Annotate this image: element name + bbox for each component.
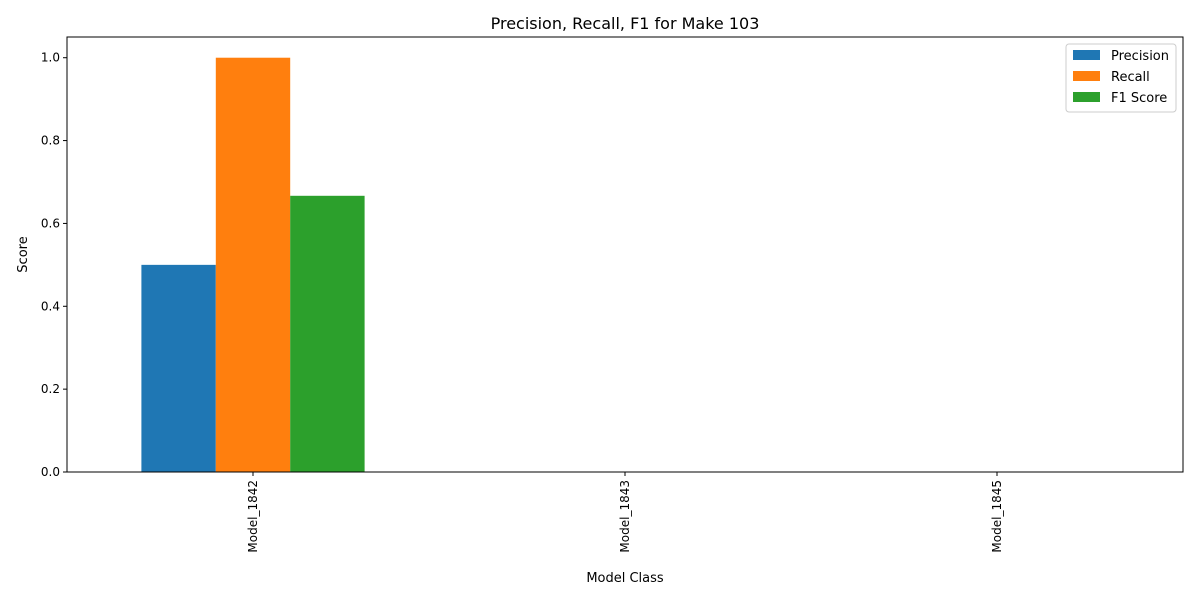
legend-swatch-precision bbox=[1073, 50, 1100, 60]
y-tick-label: 1.0 bbox=[41, 51, 60, 65]
y-tick-label: 0.8 bbox=[41, 134, 60, 148]
bar-recall-model_1842 bbox=[215, 57, 291, 472]
y-axis: 0.0 0.2 0.4 0.6 0.8 1.0 bbox=[41, 51, 67, 479]
x-tick-label: Model_1845 bbox=[990, 480, 1004, 553]
x-tick-label: Model_1843 bbox=[618, 480, 632, 553]
legend-label: Recall bbox=[1111, 70, 1150, 85]
x-axis-label: Model Class bbox=[586, 571, 664, 586]
chart-title: Precision, Recall, F1 for Make 103 bbox=[491, 14, 760, 33]
plot-frame bbox=[66, 36, 1184, 473]
legend-swatch-f1-score bbox=[1073, 92, 1100, 102]
x-axis: Model_1842 Model_1843 Model_1845 bbox=[246, 472, 1004, 553]
legend-swatch-recall bbox=[1073, 71, 1100, 81]
legend: Precision Recall F1 Score bbox=[1065, 43, 1177, 113]
y-tick-label: 0.6 bbox=[41, 216, 60, 230]
bars-group bbox=[141, 57, 365, 472]
legend-label: Precision bbox=[1111, 49, 1169, 64]
bar-f1-score-model_1842 bbox=[290, 195, 365, 472]
y-tick-label: 0.0 bbox=[41, 465, 60, 479]
y-tick-label: 0.2 bbox=[41, 382, 60, 396]
y-axis-label: Score bbox=[16, 236, 31, 272]
bar-precision-model_1842 bbox=[141, 264, 216, 472]
legend-label: F1 Score bbox=[1111, 91, 1167, 106]
y-tick-label: 0.4 bbox=[41, 299, 60, 313]
x-tick-label: Model_1842 bbox=[246, 480, 260, 553]
